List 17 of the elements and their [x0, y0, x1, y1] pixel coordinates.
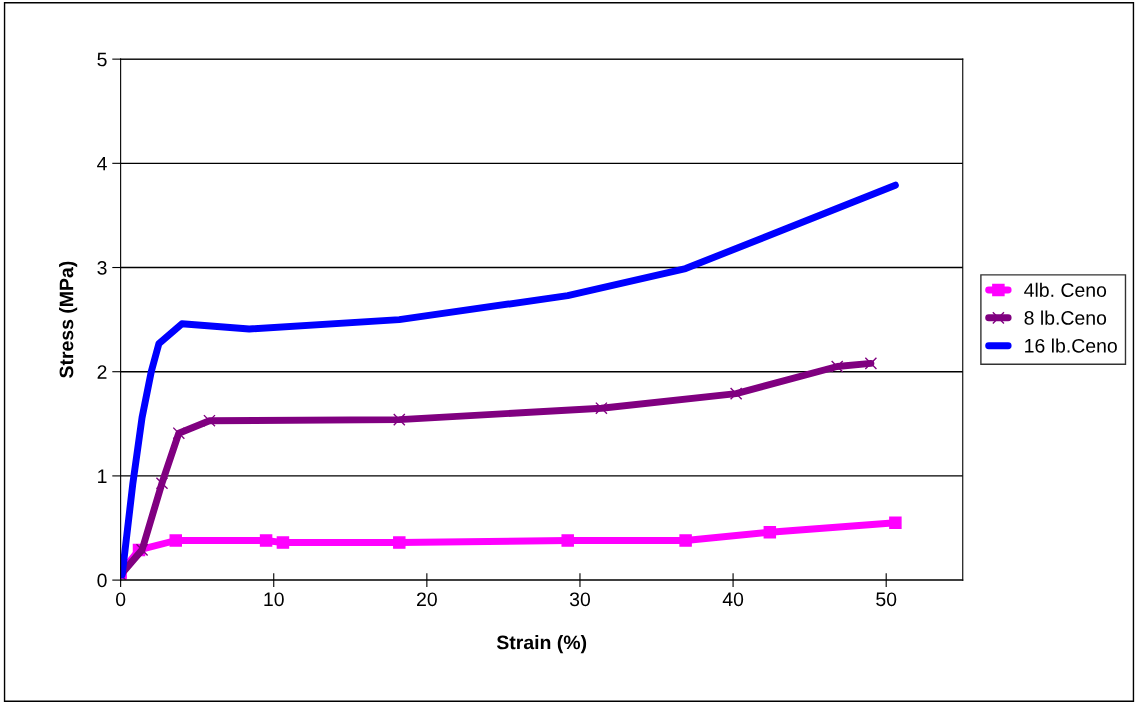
x-tick-label: 20	[417, 592, 437, 607]
y-tick-label: 4	[97, 157, 107, 171]
y-tick-label: 3	[97, 260, 107, 275]
y-tick-label: 1	[98, 469, 107, 483]
y-axis-title: Stress (MPa)	[59, 261, 78, 378]
x-tick-label: 40	[722, 592, 744, 607]
legend-label: 4lb. Ceno	[1024, 282, 1107, 297]
x-tick-label: 30	[569, 592, 591, 607]
y-tick-label: 5	[97, 52, 107, 67]
x-tick-label: 10	[264, 592, 284, 607]
x-axis-title: Strain (%)	[496, 635, 587, 654]
y-tick-label: 0	[97, 573, 107, 588]
legend-label: 8 lb.Ceno	[1024, 310, 1107, 325]
x-tick-label: 50	[876, 592, 897, 607]
legend-label: 16 lb.Ceno	[1025, 338, 1117, 353]
y-tick-label: 2	[97, 365, 107, 379]
x-tick-label: 0	[115, 592, 126, 607]
